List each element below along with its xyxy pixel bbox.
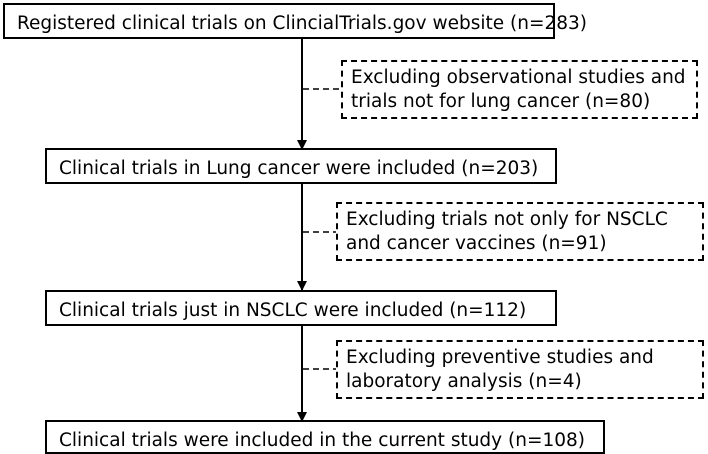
step-3-box: Clinical trials just in NSCLC were inclu…: [45, 290, 557, 326]
exclusion-2-text-line-2: and cancer vaccines (n=91): [346, 233, 607, 254]
step-3-text: Clinical trials just in NSCLC were inclu…: [59, 300, 527, 321]
step-2-text: Clinical trials in Lung cancer were incl…: [59, 158, 539, 179]
exclusion-2-box: Excluding trials not only for NSCLC and …: [336, 202, 704, 261]
step-4-box: Clinical trials were included in the cur…: [45, 420, 605, 454]
exclusion-1-text-line-1: Excluding observational studies and: [351, 67, 686, 88]
exclusion-2-text-line-1: Excluding trials not only for NSCLC: [346, 209, 668, 230]
step-2-box: Clinical trials in Lung cancer were incl…: [45, 148, 557, 184]
step-4-text: Clinical trials were included in the cur…: [59, 430, 585, 451]
exclusion-1-text-line-2: trials not for lung cancer (n=80): [351, 91, 651, 112]
step-1-box: Registered clinical trials on ClincialTr…: [3, 3, 587, 39]
step-1-text: Registered clinical trials on ClincialTr…: [17, 13, 587, 34]
exclusion-3-text-line-2: laboratory analysis (n=4): [346, 371, 582, 392]
exclusion-3-box: Excluding preventive studies and laborat…: [336, 340, 704, 399]
exclusion-3-text-line-1: Excluding preventive studies and: [346, 347, 654, 368]
exclusion-1-box: Excluding observational studies and tria…: [341, 60, 698, 119]
